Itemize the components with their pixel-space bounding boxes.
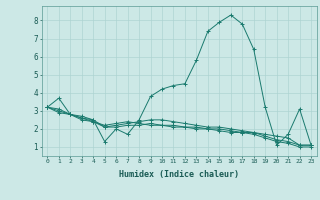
X-axis label: Humidex (Indice chaleur): Humidex (Indice chaleur) xyxy=(119,170,239,179)
